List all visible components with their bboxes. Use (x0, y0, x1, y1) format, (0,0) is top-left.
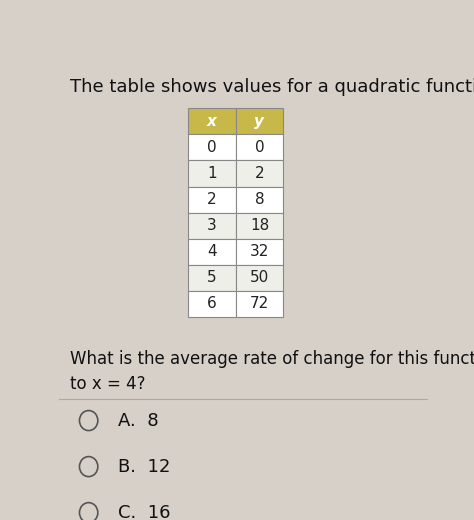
Text: 3: 3 (207, 218, 217, 233)
FancyBboxPatch shape (188, 135, 236, 161)
FancyBboxPatch shape (188, 109, 236, 135)
Text: 0: 0 (255, 140, 264, 155)
Text: 50: 50 (250, 270, 269, 285)
Text: 0: 0 (207, 140, 217, 155)
FancyBboxPatch shape (188, 213, 236, 239)
FancyBboxPatch shape (236, 265, 283, 291)
FancyBboxPatch shape (188, 239, 236, 265)
Text: x: x (207, 114, 217, 129)
FancyBboxPatch shape (188, 265, 236, 291)
Text: What is the average rate of change for this function for the interval fr
to x = : What is the average rate of change for t… (70, 350, 474, 394)
FancyBboxPatch shape (188, 187, 236, 213)
FancyBboxPatch shape (236, 291, 283, 317)
Text: C.  16: C. 16 (118, 504, 171, 520)
Text: 72: 72 (250, 296, 269, 311)
Text: 1: 1 (207, 166, 217, 181)
FancyBboxPatch shape (236, 187, 283, 213)
Text: 2: 2 (255, 166, 264, 181)
FancyBboxPatch shape (236, 239, 283, 265)
Text: 18: 18 (250, 218, 269, 233)
FancyBboxPatch shape (236, 161, 283, 187)
Text: A.  8: A. 8 (118, 411, 159, 430)
Text: 6: 6 (207, 296, 217, 311)
Text: 4: 4 (207, 244, 217, 259)
FancyBboxPatch shape (188, 161, 236, 187)
FancyBboxPatch shape (188, 291, 236, 317)
FancyBboxPatch shape (236, 213, 283, 239)
Text: The table shows values for a quadratic function.: The table shows values for a quadratic f… (70, 79, 474, 96)
FancyBboxPatch shape (236, 135, 283, 161)
Text: y: y (255, 114, 264, 129)
Text: 8: 8 (255, 192, 264, 207)
Text: 2: 2 (207, 192, 217, 207)
FancyBboxPatch shape (236, 109, 283, 135)
Text: 5: 5 (207, 270, 217, 285)
Text: B.  12: B. 12 (118, 458, 170, 476)
Text: 32: 32 (250, 244, 269, 259)
